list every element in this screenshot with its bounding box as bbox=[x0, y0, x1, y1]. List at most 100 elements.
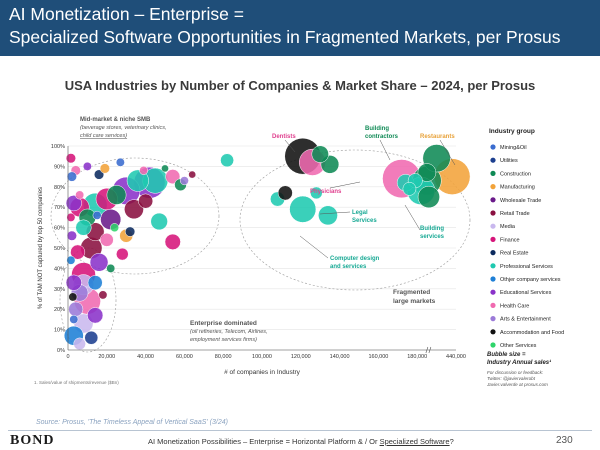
legend-title: Industry group bbox=[489, 128, 535, 135]
bubble-point bbox=[402, 181, 417, 196]
annotation-enterprise-3: employment services firms) bbox=[190, 337, 257, 343]
bubble-point bbox=[98, 290, 108, 300]
y-tick-label: 70% bbox=[54, 205, 65, 211]
legend-marker bbox=[490, 210, 496, 216]
x-tick-label: 120,000 bbox=[291, 354, 311, 360]
legend-label: Finance bbox=[500, 237, 520, 243]
x-tick-label: 160,000 bbox=[368, 354, 388, 360]
annotation-legal-2: Services bbox=[352, 218, 377, 224]
bubble-point bbox=[75, 190, 85, 200]
annotation-building-contractors-2: contractors bbox=[365, 134, 399, 140]
footer-text-suffix: ? bbox=[449, 437, 454, 446]
x-tick-label: 440,000 bbox=[446, 354, 466, 360]
bubble-point bbox=[87, 275, 103, 291]
cluster-ellipse-midmarket bbox=[50, 157, 220, 275]
legend-label: Educational Services bbox=[500, 290, 552, 296]
bubble-point bbox=[289, 195, 317, 223]
bubble-point bbox=[66, 212, 76, 222]
legend-marker bbox=[490, 170, 496, 176]
footnote: 1. Sales/value of shipments/revenue ($Bn… bbox=[34, 380, 119, 385]
legend-label: Retail Trade bbox=[500, 211, 530, 217]
slide-title-line-2: Specialized Software Opportunities in Fr… bbox=[9, 27, 561, 47]
bubble-size-note-2: Industry Annual sales¹ bbox=[487, 359, 551, 366]
legend-label: Media bbox=[500, 224, 516, 230]
legend-label: Accommodation and Food bbox=[500, 330, 564, 336]
contact-line: Javier.valverde at prosus.com bbox=[486, 382, 548, 387]
legend-marker bbox=[490, 316, 496, 322]
y-tick-label: 90% bbox=[54, 164, 65, 170]
y-tick-label: 100% bbox=[51, 144, 65, 150]
bubble-layer bbox=[63, 137, 471, 351]
annotations: Mid-market & niche SMB (beverage stores, … bbox=[80, 117, 455, 343]
contact-line: For discussion or feedback: bbox=[487, 370, 544, 375]
bubble-point bbox=[164, 233, 181, 250]
legend-marker bbox=[490, 184, 496, 190]
legend-label: Manufacturing bbox=[500, 185, 535, 191]
page-number: 230 bbox=[556, 435, 573, 446]
bubble-point bbox=[99, 232, 114, 247]
annotation-midmarket-title: Mid-market & niche SMB bbox=[80, 117, 151, 123]
bubble-point bbox=[75, 219, 92, 236]
annotation-fragmented-2: large markets bbox=[393, 298, 436, 305]
pointer-building-services bbox=[404, 204, 421, 231]
bubble-point bbox=[66, 171, 77, 182]
legend-marker bbox=[490, 144, 496, 150]
legend-marker bbox=[490, 197, 496, 203]
annotation-fragmented-1: Fragmented bbox=[393, 289, 430, 296]
x-tick-label: 0 bbox=[66, 354, 69, 360]
legend: Industry group Mining&Oil Utilities Constru… bbox=[486, 128, 564, 387]
y-tick-label: 50% bbox=[54, 246, 65, 252]
bubble-point bbox=[115, 157, 125, 167]
bubble-point bbox=[311, 145, 329, 163]
annotation-computer-1: Computer design bbox=[330, 256, 380, 262]
bubble-point bbox=[277, 185, 293, 201]
bubble-point bbox=[84, 330, 99, 345]
gridlines bbox=[68, 145, 456, 351]
bubble-point bbox=[126, 169, 149, 192]
y-tick-label: 80% bbox=[54, 185, 65, 191]
footer-link[interactable]: Specialized Software bbox=[379, 437, 450, 446]
bubble-point bbox=[65, 195, 82, 212]
annotation-computer-2: and services bbox=[330, 264, 367, 270]
bubble-point bbox=[220, 153, 234, 168]
bubble-point bbox=[106, 263, 116, 273]
y-tick-label: 60% bbox=[54, 226, 65, 232]
bubble-point bbox=[179, 176, 189, 186]
legend-marker bbox=[490, 276, 496, 282]
legend-label: Other Services bbox=[500, 343, 537, 349]
x-tick-label: 100,000 bbox=[252, 354, 272, 360]
slide-title-line-1: AI Monetization – Enterprise = bbox=[9, 4, 244, 24]
bubble-point bbox=[65, 274, 82, 291]
y-axis-label: % of TAM NOT captured by top 50 companie… bbox=[38, 187, 44, 309]
y-tick-label: 40% bbox=[54, 266, 65, 272]
x-tick-label: 20,000 bbox=[98, 354, 115, 360]
bubble-point bbox=[89, 253, 109, 272]
y-tick-label: 30% bbox=[54, 287, 65, 293]
bubble-point bbox=[125, 226, 136, 237]
legend-marker bbox=[490, 236, 496, 242]
x-tick-label: 140,000 bbox=[330, 354, 350, 360]
legend-label: Professional Services bbox=[500, 264, 553, 270]
x-tick-label: 80,000 bbox=[215, 354, 232, 360]
legend-marker bbox=[490, 289, 496, 295]
axes: 0% 10% 20% 30% 40% 50% 60% 70% 80% 90% 100% 0 20,000… bbox=[34, 144, 466, 385]
legend-marker bbox=[490, 157, 496, 163]
pointer-physicians bbox=[329, 181, 361, 189]
legend-label: Othjer company services bbox=[500, 277, 561, 283]
bubble-point bbox=[124, 199, 144, 220]
annotation-legal-1: Legal bbox=[352, 210, 368, 216]
source-note: Source: Prosus, 'The Timeless Appeal of … bbox=[36, 419, 228, 426]
x-axis-label: # of companies in Industry bbox=[224, 369, 301, 376]
bubble-point bbox=[66, 230, 77, 241]
legend-label: Mining&Oil bbox=[500, 145, 527, 151]
bubble-size-note-1: Bubble size = bbox=[487, 352, 526, 358]
bubble-point bbox=[87, 307, 104, 324]
bubble-point bbox=[150, 212, 168, 231]
legend-marker bbox=[490, 223, 496, 229]
bubble-point bbox=[106, 185, 127, 205]
legend-marker bbox=[490, 329, 496, 335]
chart-subtitle: USA Industries by Number of Companies & … bbox=[64, 78, 536, 93]
footer-text: AI Monetization Possibilities – Enterpri… bbox=[148, 437, 454, 446]
bubble-point bbox=[310, 186, 323, 200]
